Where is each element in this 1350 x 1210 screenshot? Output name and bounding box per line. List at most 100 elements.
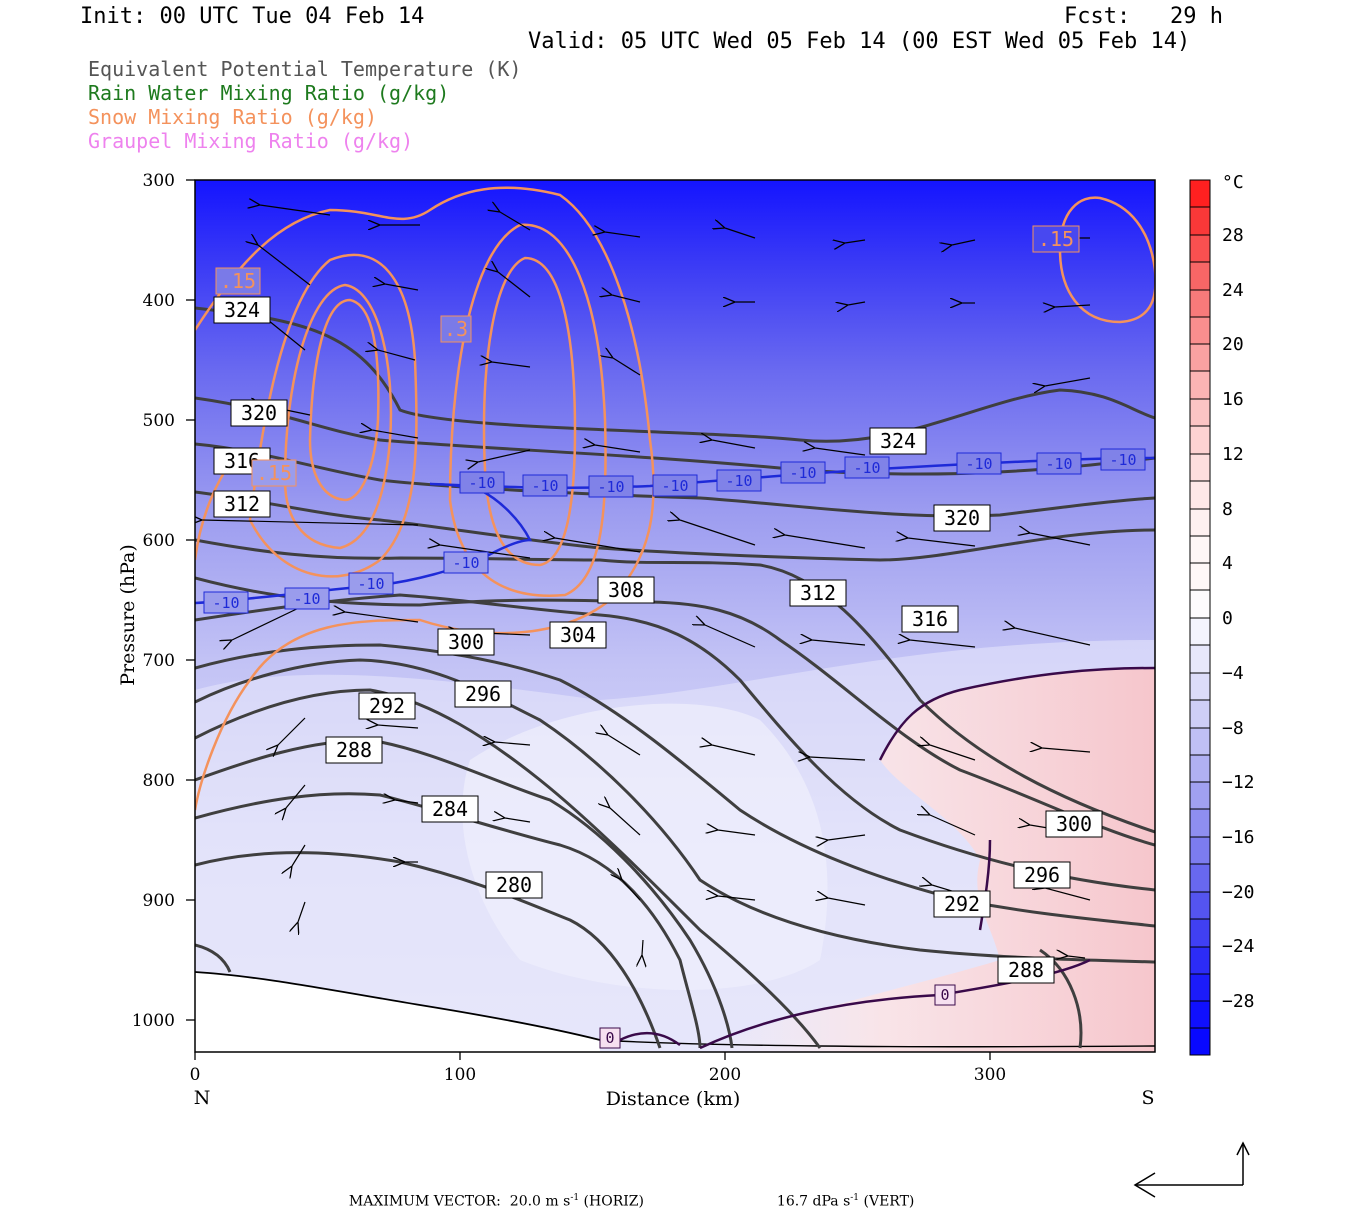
snow-label: .15 xyxy=(251,459,297,487)
svg-text:292: 292 xyxy=(369,694,405,718)
svg-text:-10: -10 xyxy=(531,477,558,495)
svg-text:296: 296 xyxy=(1024,863,1060,887)
isotherm-zero xyxy=(878,666,1155,761)
y-axis-title: Pressure (hPa) xyxy=(117,544,139,686)
isotherm-label: -10 xyxy=(652,474,698,497)
colorbar-swatch xyxy=(1189,398,1211,427)
colorbar-swatch xyxy=(1189,589,1211,619)
colorbar-tick-label: −24 xyxy=(1222,936,1255,957)
colorbar-swatch xyxy=(1189,891,1211,920)
isotherm-label: -10 xyxy=(348,572,394,595)
colorbar-swatch xyxy=(1189,425,1211,455)
svg-text:-10: -10 xyxy=(452,554,479,572)
y-tick-labels: 300 400 500 600 700 800 900 1000 xyxy=(132,171,175,1031)
theta-e-label: 308 xyxy=(597,576,655,604)
isotherm-label: -10 xyxy=(522,474,568,497)
x-tick-label: 300 xyxy=(974,1065,1006,1085)
y-tick-label: 700 xyxy=(143,651,175,671)
svg-text:304: 304 xyxy=(560,623,596,647)
theta-e-contours xyxy=(195,306,1155,1049)
colorbar-swatch xyxy=(1189,206,1211,236)
colorbar-swatch xyxy=(1189,480,1211,510)
isotherm-zero-mid xyxy=(978,839,992,931)
colorbar-swatch xyxy=(1189,808,1211,838)
svg-text:.15: .15 xyxy=(256,461,292,485)
snow-label: .15 xyxy=(215,267,261,295)
svg-text:288: 288 xyxy=(1008,958,1044,982)
theta-e-label: 296 xyxy=(454,680,512,708)
isotherm-label: -10 xyxy=(1100,448,1146,471)
theta-e-label: 280 xyxy=(485,871,543,899)
svg-text:-10: -10 xyxy=(1045,455,1072,473)
svg-text:320: 320 xyxy=(241,401,277,425)
isotherm-label: -10 xyxy=(780,461,826,484)
max-vector-horiz-value: MAXIMUM VECTOR: 20.0 m s xyxy=(348,1193,571,1210)
svg-text:-10: -10 xyxy=(965,455,992,473)
colorbar-tick-label: −8 xyxy=(1222,718,1244,739)
x-tick-label: 200 xyxy=(709,1065,741,1085)
colorbar-tick-label: −16 xyxy=(1222,827,1255,848)
max-vector-horiz-label: (HORIZ) xyxy=(579,1193,644,1210)
svg-text:-10: -10 xyxy=(212,594,239,612)
theta-e-label: 300 xyxy=(437,628,495,656)
svg-text:-10: -10 xyxy=(853,459,880,477)
max-vector-vert-label: (VERT) xyxy=(859,1193,915,1210)
theta-e-label: 304 xyxy=(549,621,607,649)
warm-region xyxy=(700,668,1155,1052)
y-tick-label: 400 xyxy=(143,291,175,311)
max-vector-note: MAXIMUM VECTOR: 20.0 m s-1 (HORIZ) xyxy=(340,1177,644,1210)
forecast-hour: Fcst: 29 h xyxy=(1064,4,1223,29)
theta-e-label: 320 xyxy=(230,399,288,427)
colorbar-swatch xyxy=(1189,644,1211,674)
svg-text:288: 288 xyxy=(336,738,372,762)
isotherm-labels: -10 -10 -10 -10 -10 -10 -10 -10 -10 -10 … xyxy=(203,448,1146,1049)
isotherm-label: -10 xyxy=(284,587,330,610)
colorbar-swatch xyxy=(1189,1027,1211,1056)
svg-text:308: 308 xyxy=(608,578,644,602)
theta-e-label: 324 xyxy=(213,296,271,324)
valid-time: Valid: 05 UTC Wed 05 Feb 14 (00 EST Wed … xyxy=(528,29,1191,54)
max-vector-vert-value: 16.7 dPa s xyxy=(776,1193,851,1210)
x-tick-label: 0 xyxy=(190,1065,201,1085)
theta-e-label: 292 xyxy=(933,890,991,918)
colorbar-tick-label: 28 xyxy=(1222,225,1244,246)
colorbar-swatch xyxy=(1189,234,1211,263)
svg-text:0: 0 xyxy=(605,1029,614,1047)
y-tick-label: 900 xyxy=(143,891,175,911)
x-tick-labels: 0 100 200 300 N S Distance (km) Pressure… xyxy=(117,544,1155,1110)
svg-text:-10: -10 xyxy=(725,472,752,490)
x-axis-title: Distance (km) xyxy=(606,1088,741,1110)
isotherm-label: -10 xyxy=(844,456,890,479)
svg-text:-10: -10 xyxy=(597,478,624,496)
colorbar-tick-label: −12 xyxy=(1222,772,1255,793)
svg-text:312: 312 xyxy=(800,581,836,605)
y-tick-label: 600 xyxy=(143,531,175,551)
svg-text:292: 292 xyxy=(944,892,980,916)
colorbar-swatch xyxy=(1189,727,1211,756)
colorbar-swatch xyxy=(1189,754,1211,783)
svg-text:320: 320 xyxy=(944,506,980,530)
x-end-label-south: S xyxy=(1141,1087,1154,1109)
colorbar-swatch xyxy=(1189,946,1211,975)
svg-text:280: 280 xyxy=(496,873,532,897)
reference-vector-icon xyxy=(1133,1141,1250,1198)
colorbar-swatch xyxy=(1189,918,1211,948)
svg-text:-10: -10 xyxy=(468,474,495,492)
colorbar-swatch xyxy=(1189,1000,1211,1029)
isotherm-minus-10 xyxy=(195,456,1155,605)
isotherm-label: -10 xyxy=(203,591,249,614)
colorbar-tick-label: 16 xyxy=(1222,389,1244,410)
snow-label: .3 xyxy=(440,315,472,343)
colorbar-swatch xyxy=(1189,973,1211,1002)
theta-e-label: 300 xyxy=(1045,810,1103,838)
x-tick-label: 100 xyxy=(444,1065,476,1085)
svg-text:-10: -10 xyxy=(1109,451,1136,469)
svg-text:324: 324 xyxy=(224,298,260,322)
isotherm-label: -10 xyxy=(956,452,1002,475)
max-vector-vert-note: 16.7 dPa s-1 (VERT) xyxy=(768,1177,914,1210)
isotherm-label: 0 xyxy=(599,1027,621,1049)
y-tick-label: 800 xyxy=(143,771,175,791)
isotherm-label: -10 xyxy=(459,471,505,494)
isotherm-label: -10 xyxy=(1036,452,1082,475)
x-end-label-north: N xyxy=(194,1087,211,1109)
